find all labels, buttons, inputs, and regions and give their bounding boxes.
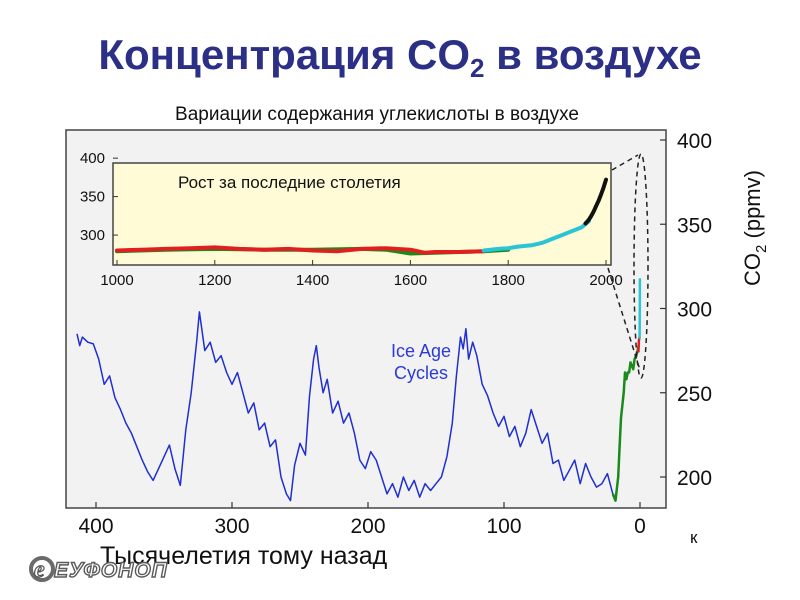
y-tick-label: 400 <box>677 130 712 153</box>
inset-x-tick-label: 2000 <box>589 272 622 289</box>
inset-x-tick-label: 1400 <box>296 272 329 289</box>
x-axis-label: Тысячелетия тому назад <box>100 542 388 570</box>
y-axis-label-main: CO <box>740 253 765 286</box>
inset-series-line-3 <box>583 177 608 226</box>
inset-x-tick-label: 1600 <box>394 272 427 289</box>
inset-x-tick-label: 1200 <box>198 272 231 289</box>
publisher-logo: e ЕУФОНОП <box>29 556 168 584</box>
slide-title-suffix: в воздухе <box>484 31 702 78</box>
x-tick-label: 300 <box>214 515 249 538</box>
inset-x-tick-label: 1800 <box>492 272 525 289</box>
x-tick-label: 100 <box>486 515 521 538</box>
slide-title-main: Концентрация CO <box>98 31 470 78</box>
inset-x-tick-label: 1000 <box>100 272 133 289</box>
logo-e-letter: e <box>34 557 45 583</box>
slide-title-subscript: 2 <box>470 53 485 83</box>
y-axis-label-subscript: 2 <box>753 245 770 253</box>
slide-title: Концентрация CO2 в воздухе <box>0 30 800 83</box>
y-tick-label: 200 <box>677 467 712 490</box>
logo-ring-mark <box>29 556 55 582</box>
inset-series-line-1 <box>115 245 486 255</box>
inset-y-tick-label: 400 <box>80 150 105 167</box>
ice-age-cycles-annotation: Ice Age <box>391 341 451 361</box>
x-tick-label: 0 <box>634 515 646 538</box>
chart-title: Вариации содержания углекислоты в воздух… <box>175 104 579 125</box>
y-tick-label: 350 <box>677 214 712 237</box>
inset-y-tick-label: 300 <box>80 227 105 244</box>
y-tick-label: 250 <box>677 383 712 406</box>
main-series-line-0 <box>76 311 614 502</box>
ice-age-cycles-annotation: Cycles <box>394 363 448 383</box>
y-axis-label-suffix: (ppmv) <box>740 170 765 245</box>
main-series-line-2 <box>637 336 641 353</box>
y-axis-label: CO2 (ppmv) <box>740 170 770 286</box>
x-tick-label: 200 <box>350 515 385 538</box>
x-tick-label: 400 <box>78 515 113 538</box>
inset-title: Рост за последние столетия <box>178 173 401 192</box>
inset-y-tick-label: 350 <box>80 189 105 206</box>
y-tick-label: 300 <box>677 299 712 322</box>
logo-wordmark: ЕУФОНОП <box>54 559 168 582</box>
zoom-ellipse <box>633 153 649 379</box>
x-axis-unit-suffix: к <box>690 528 698 547</box>
main-series-line-1 <box>611 345 640 502</box>
inset-series-line-2 <box>481 219 591 253</box>
